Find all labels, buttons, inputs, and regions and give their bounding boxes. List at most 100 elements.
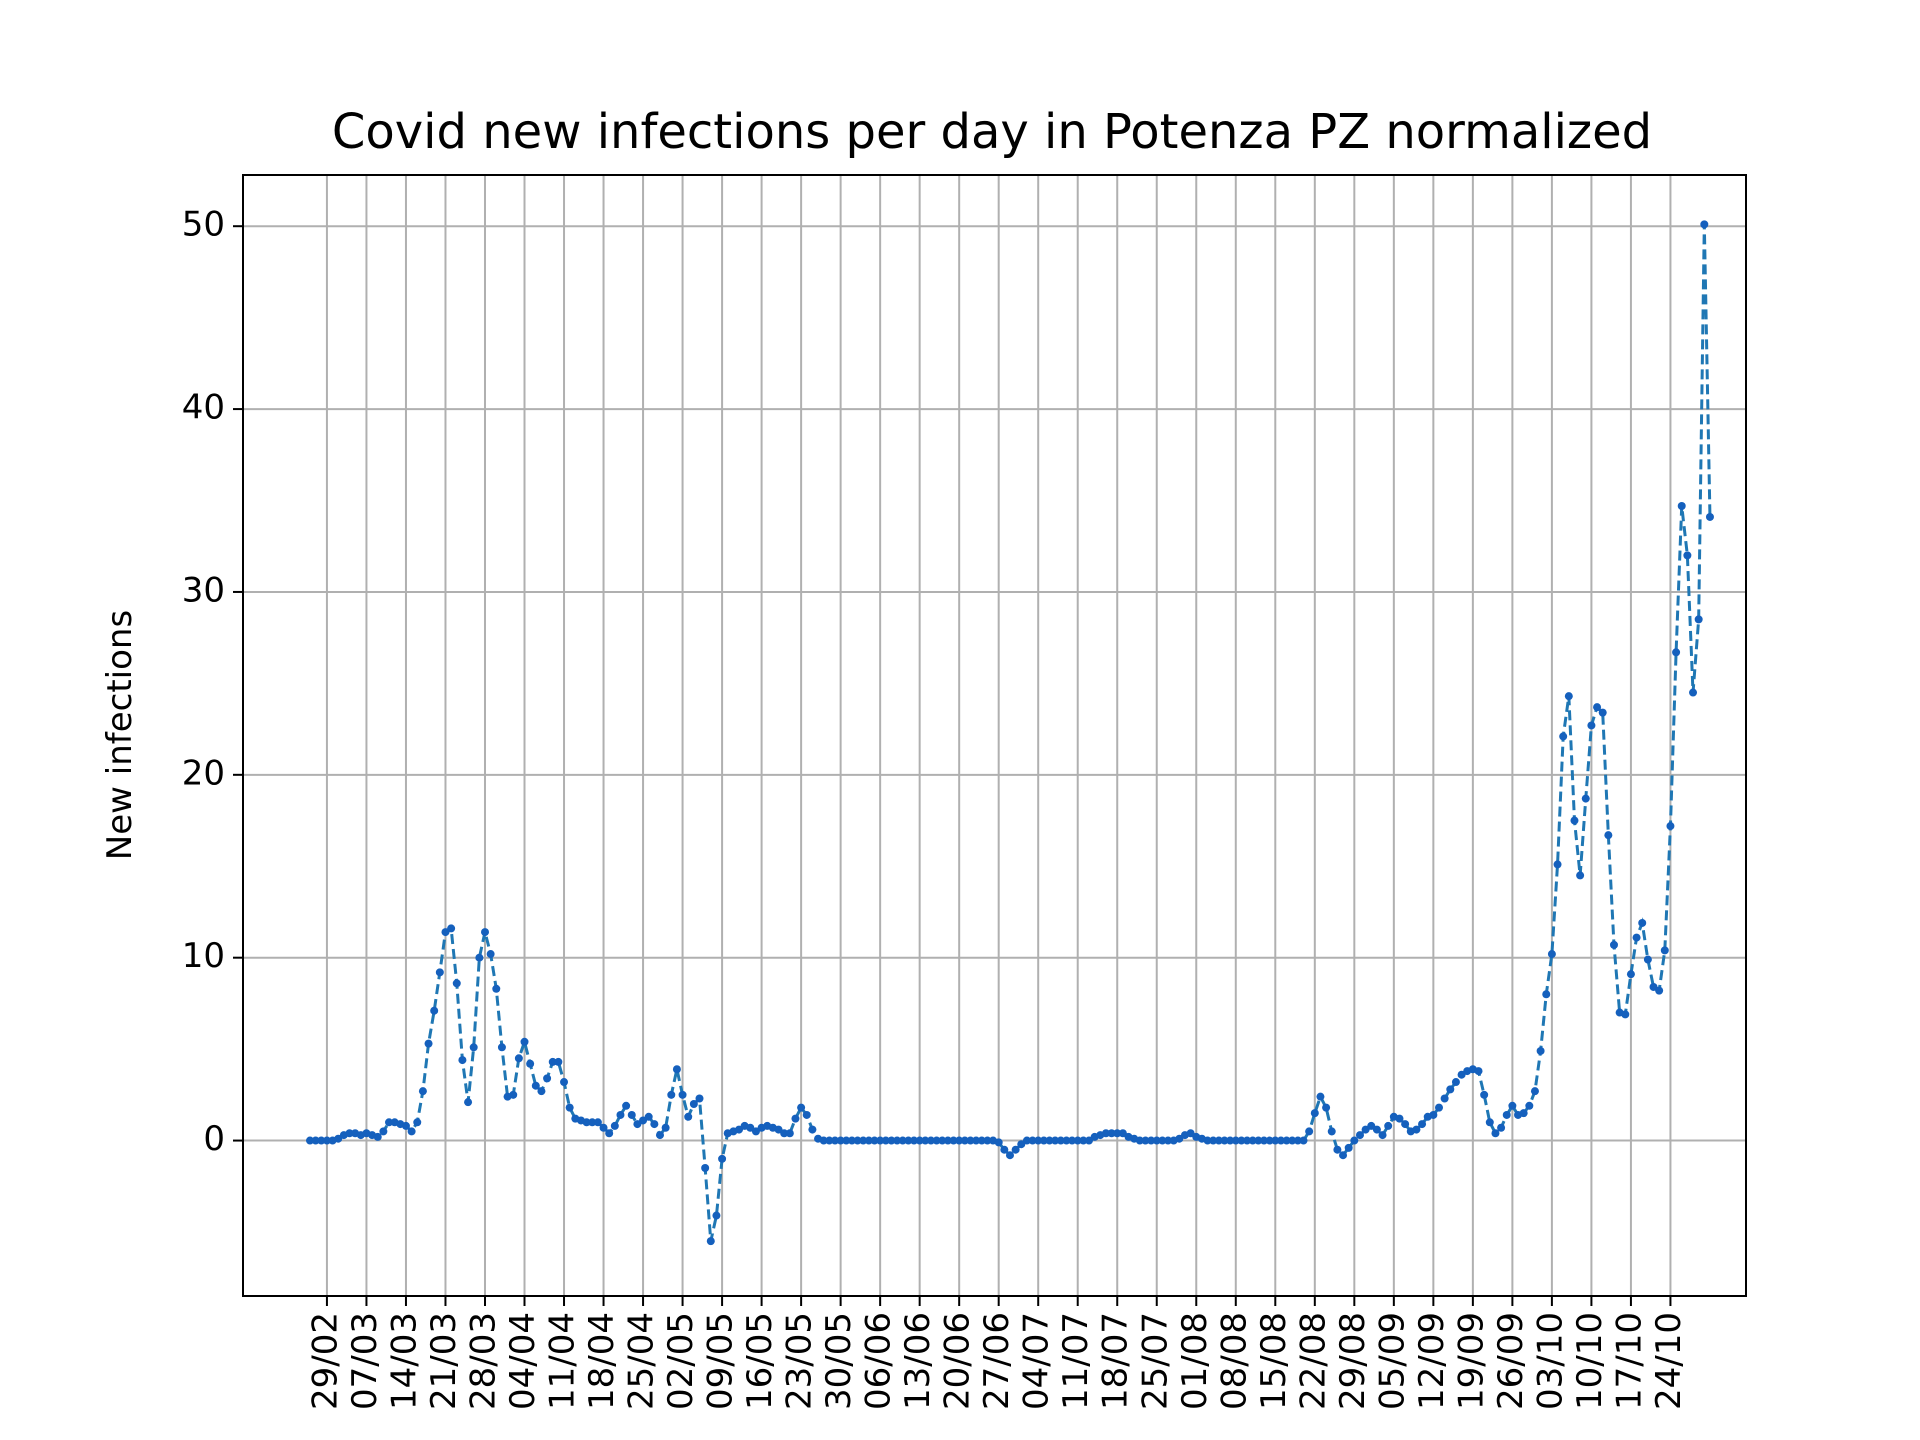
x-tick-label: 08/08 (1214, 1312, 1254, 1410)
x-tick-label: 21/03 (424, 1312, 464, 1410)
data-point (1480, 1090, 1489, 1099)
data-point (565, 1103, 574, 1112)
data-point (859, 1136, 868, 1145)
x-tick-label: 16/05 (740, 1312, 780, 1410)
data-point (774, 1125, 783, 1134)
data-point (1485, 1118, 1494, 1127)
data-point (842, 1136, 851, 1145)
data-point (1305, 1127, 1314, 1136)
data-point (898, 1136, 907, 1145)
data-point (1491, 1129, 1500, 1138)
data-point (797, 1103, 806, 1112)
x-tick-label: 02/05 (661, 1312, 701, 1410)
data-point (1440, 1094, 1449, 1103)
y-tick-label: 50 (182, 205, 225, 245)
data-point (531, 1081, 540, 1090)
data-point (644, 1112, 653, 1121)
data-point (1293, 1136, 1302, 1145)
x-tick-label: 27/06 (977, 1312, 1017, 1410)
data-point (949, 1136, 958, 1145)
data-point (1564, 692, 1573, 701)
data-point (932, 1136, 941, 1145)
data-point (830, 1136, 839, 1145)
data-point (893, 1136, 902, 1145)
data-point (1367, 1121, 1376, 1130)
data-point (1395, 1114, 1404, 1123)
data-point (616, 1110, 625, 1119)
data-point (1361, 1125, 1370, 1134)
y-tick-label: 20 (182, 753, 225, 793)
data-point (791, 1114, 800, 1123)
data-point (1378, 1131, 1387, 1140)
data-point (943, 1136, 952, 1145)
data-point (1011, 1145, 1020, 1154)
data-point (1626, 970, 1635, 979)
x-tick-label: 06/06 (859, 1312, 899, 1410)
y-tick-label: 40 (182, 388, 225, 428)
data-point (1655, 986, 1664, 995)
x-tick-label: 24/10 (1649, 1312, 1689, 1410)
data-point (1113, 1129, 1122, 1138)
data-point (864, 1136, 873, 1145)
data-point (526, 1059, 535, 1068)
data-point (1638, 918, 1647, 927)
data-point (441, 928, 450, 937)
data-point (306, 1136, 314, 1145)
x-tick-label: 17/10 (1609, 1312, 1649, 1410)
data-point (746, 1123, 755, 1132)
data-point (1593, 703, 1602, 712)
data-point (1384, 1121, 1393, 1130)
data-point (701, 1163, 710, 1172)
data-point (1085, 1136, 1094, 1145)
data-point (599, 1123, 608, 1132)
data-point (1265, 1136, 1274, 1145)
data-point (627, 1110, 636, 1119)
data-point (1079, 1136, 1088, 1145)
x-tick-label: 18/04 (582, 1312, 622, 1410)
data-point (983, 1136, 992, 1145)
data-point (904, 1136, 913, 1145)
data-point (921, 1136, 930, 1145)
data-point (977, 1136, 986, 1145)
y-axis-ticks: 0 10 20 30 40 50 (182, 205, 243, 1159)
data-point (1632, 933, 1641, 942)
x-tick-label: 03/10 (1530, 1312, 1570, 1410)
data-point (1000, 1145, 1009, 1154)
data-point (639, 1116, 648, 1125)
x-tick-label: 11/07 (1056, 1312, 1096, 1410)
y-tick-label: 30 (182, 570, 225, 610)
data-point (418, 1087, 427, 1096)
data-point (1260, 1136, 1268, 1145)
data-point (1062, 1136, 1071, 1145)
data-point (486, 950, 495, 959)
data-point (334, 1134, 343, 1143)
data-point (497, 1043, 506, 1052)
data-point (317, 1136, 326, 1145)
data-point (1220, 1136, 1229, 1145)
data-point (554, 1057, 563, 1066)
data-point (876, 1136, 885, 1145)
data-point (661, 1123, 670, 1132)
data-point (960, 1136, 969, 1145)
data-point (1118, 1129, 1127, 1138)
data-point (520, 1037, 529, 1046)
data-point (373, 1132, 382, 1141)
data-point (994, 1138, 1003, 1147)
data-point (1068, 1136, 1077, 1145)
data-point (1339, 1151, 1348, 1160)
data-point (1581, 794, 1590, 803)
x-tick-label: 28/03 (463, 1312, 503, 1410)
data-point (718, 1154, 727, 1163)
data-point (667, 1090, 676, 1099)
y-axis-label: New infections (100, 610, 140, 860)
data-point (1282, 1136, 1291, 1145)
data-point (610, 1121, 619, 1130)
x-tick-label: 12/09 (1412, 1312, 1452, 1410)
data-point (1604, 831, 1613, 840)
data-point (537, 1087, 546, 1096)
data-point (650, 1120, 659, 1129)
data-point (1355, 1131, 1364, 1140)
data-point (684, 1112, 693, 1121)
data-point (1248, 1136, 1257, 1145)
